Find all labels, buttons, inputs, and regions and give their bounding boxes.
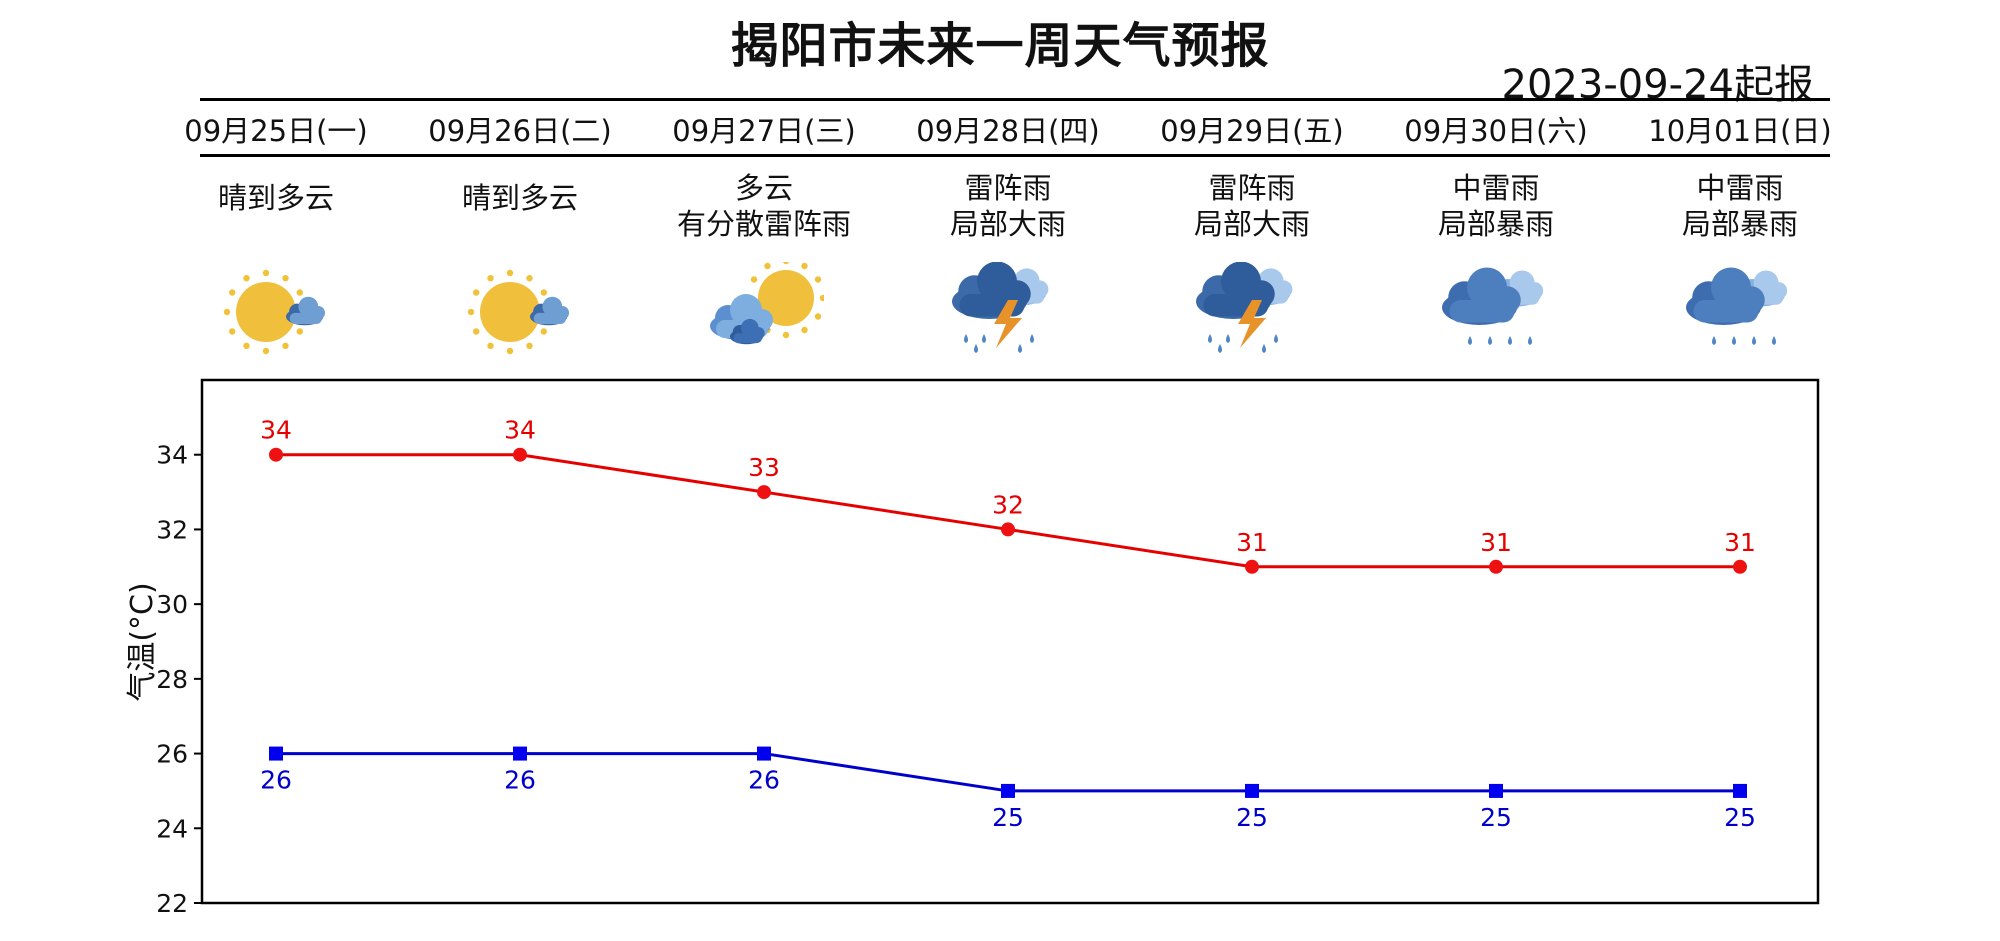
low-temp-label: 26 bbox=[260, 766, 292, 795]
high-temp-label: 32 bbox=[992, 490, 1024, 519]
high-temp-label: 31 bbox=[1724, 528, 1756, 557]
weather-description: 多云 有分散雷阵雨 bbox=[644, 170, 884, 242]
thunderstorm-icon bbox=[1196, 262, 1293, 353]
weather-description-line: 局部大雨 bbox=[1193, 207, 1310, 241]
weather-description-line: 晴到多云 bbox=[217, 181, 334, 215]
weather-description-line: 中雷雨 bbox=[1696, 171, 1784, 205]
high-temp-label: 31 bbox=[1236, 528, 1268, 557]
high-temp-label: 31 bbox=[1480, 528, 1512, 557]
high-temp-point bbox=[1733, 559, 1747, 574]
header-bottom-rule bbox=[200, 154, 1830, 157]
high-temp-label: 33 bbox=[748, 453, 780, 482]
low-temp-label: 25 bbox=[1480, 803, 1512, 832]
weather-description-line: 局部暴雨 bbox=[1681, 207, 1798, 241]
low-temp-label: 25 bbox=[992, 803, 1024, 832]
y-tick-label: 28 bbox=[156, 665, 188, 694]
weather-description: 中雷雨 局部暴雨 bbox=[1620, 170, 1860, 242]
weather-description-line: 局部暴雨 bbox=[1437, 207, 1554, 241]
y-tick-label: 26 bbox=[156, 740, 188, 769]
weather-description: 雷阵雨 局部大雨 bbox=[1132, 170, 1372, 242]
day-label: 09月25日(一) bbox=[184, 114, 368, 148]
y-tick-label: 32 bbox=[156, 515, 188, 544]
sun-cloud-icon bbox=[223, 269, 326, 355]
weather-description-line: 多云 bbox=[734, 171, 793, 205]
high-temp-point bbox=[1245, 559, 1259, 574]
weather-description-line: 有分散雷阵雨 bbox=[676, 207, 851, 241]
sun-cloud-icon bbox=[467, 269, 570, 355]
weather-description: 雷阵雨 局部大雨 bbox=[888, 170, 1128, 242]
weather-description: 中雷雨 局部暴雨 bbox=[1376, 170, 1616, 242]
weather-description: 晴到多云 bbox=[156, 180, 396, 216]
rain-icon bbox=[1442, 267, 1544, 345]
high-temp-label: 34 bbox=[504, 416, 536, 445]
low-temp-point bbox=[1001, 783, 1015, 798]
page-title: 揭阳市未来一周天气预报 bbox=[730, 18, 1270, 74]
high-temp-point bbox=[513, 447, 527, 462]
weather-description-line: 晴到多云 bbox=[461, 181, 578, 215]
weather-description-line: 中雷雨 bbox=[1452, 171, 1540, 205]
day-label: 09月30日(六) bbox=[1404, 114, 1588, 148]
weather-description-line: 雷阵雨 bbox=[1208, 171, 1296, 205]
cloudy-sun-icon bbox=[710, 262, 824, 345]
low-temp-label: 25 bbox=[1724, 803, 1756, 832]
weather-description-line: 雷阵雨 bbox=[964, 171, 1052, 205]
day-label: 09月26日(二) bbox=[428, 114, 612, 148]
y-tick-label: 34 bbox=[156, 441, 188, 470]
weather-description-line: 局部大雨 bbox=[949, 207, 1066, 241]
high-temp-point bbox=[757, 485, 771, 500]
low-temp-label: 25 bbox=[1236, 803, 1268, 832]
high-temp-point bbox=[1489, 559, 1503, 574]
low-temp-point bbox=[1245, 783, 1259, 798]
high-temp-point bbox=[269, 447, 283, 462]
low-temp-label: 26 bbox=[748, 766, 780, 795]
y-axis-label: 气温(°C) bbox=[125, 582, 160, 701]
low-temp-point bbox=[1489, 783, 1503, 798]
low-temp-point bbox=[1733, 783, 1747, 798]
day-label: 10月01日(日) bbox=[1648, 114, 1832, 148]
low-temp-label: 26 bbox=[504, 766, 536, 795]
thunderstorm-icon bbox=[952, 262, 1049, 353]
header-top-rule bbox=[200, 98, 1830, 101]
y-tick-label: 22 bbox=[156, 889, 188, 918]
y-tick-label: 30 bbox=[156, 590, 188, 619]
low-temp-point bbox=[513, 746, 527, 761]
y-tick-label: 24 bbox=[156, 814, 188, 843]
high-temp-point bbox=[1001, 522, 1015, 537]
forecast-days: 09月25日(一) 晴到多云 09月26日(二) 晴到多云 09月27日(三) 多云有… bbox=[0, 0, 2000, 360]
plot-frame bbox=[200, 378, 1820, 905]
low-temp-point bbox=[269, 746, 283, 761]
rain-icon bbox=[1686, 267, 1788, 345]
weather-description: 晴到多云 bbox=[400, 180, 640, 216]
day-label: 09月29日(五) bbox=[1160, 114, 1344, 148]
high-temp-label: 34 bbox=[260, 416, 292, 445]
day-label: 09月28日(四) bbox=[916, 114, 1100, 148]
low-temp-point bbox=[757, 746, 771, 761]
day-label: 09月27日(三) bbox=[672, 114, 856, 148]
